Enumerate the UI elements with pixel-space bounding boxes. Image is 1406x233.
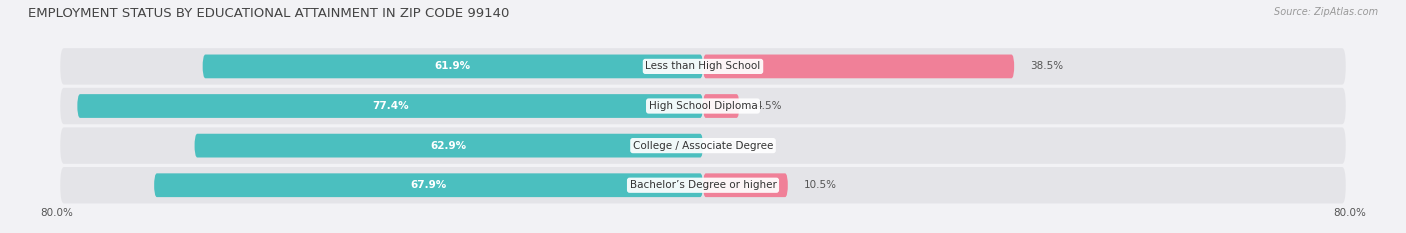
FancyBboxPatch shape bbox=[60, 48, 1346, 85]
FancyBboxPatch shape bbox=[60, 127, 1346, 164]
FancyBboxPatch shape bbox=[77, 94, 703, 118]
Text: 61.9%: 61.9% bbox=[434, 62, 471, 71]
FancyBboxPatch shape bbox=[155, 173, 703, 197]
FancyBboxPatch shape bbox=[703, 94, 740, 118]
Text: 38.5%: 38.5% bbox=[1031, 62, 1063, 71]
Text: 62.9%: 62.9% bbox=[430, 141, 467, 151]
Text: 0.0%: 0.0% bbox=[720, 141, 745, 151]
FancyBboxPatch shape bbox=[60, 88, 1346, 124]
Text: Source: ZipAtlas.com: Source: ZipAtlas.com bbox=[1274, 7, 1378, 17]
Text: High School Diploma: High School Diploma bbox=[648, 101, 758, 111]
FancyBboxPatch shape bbox=[703, 55, 1014, 78]
Text: 67.9%: 67.9% bbox=[411, 180, 447, 190]
Text: Bachelor’s Degree or higher: Bachelor’s Degree or higher bbox=[630, 180, 776, 190]
Text: EMPLOYMENT STATUS BY EDUCATIONAL ATTAINMENT IN ZIP CODE 99140: EMPLOYMENT STATUS BY EDUCATIONAL ATTAINM… bbox=[28, 7, 509, 20]
Text: Less than High School: Less than High School bbox=[645, 62, 761, 71]
Text: College / Associate Degree: College / Associate Degree bbox=[633, 141, 773, 151]
FancyBboxPatch shape bbox=[202, 55, 703, 78]
FancyBboxPatch shape bbox=[703, 173, 787, 197]
Text: 4.5%: 4.5% bbox=[755, 101, 782, 111]
FancyBboxPatch shape bbox=[194, 134, 703, 158]
Text: 77.4%: 77.4% bbox=[371, 101, 408, 111]
Text: 10.5%: 10.5% bbox=[804, 180, 837, 190]
FancyBboxPatch shape bbox=[60, 167, 1346, 203]
